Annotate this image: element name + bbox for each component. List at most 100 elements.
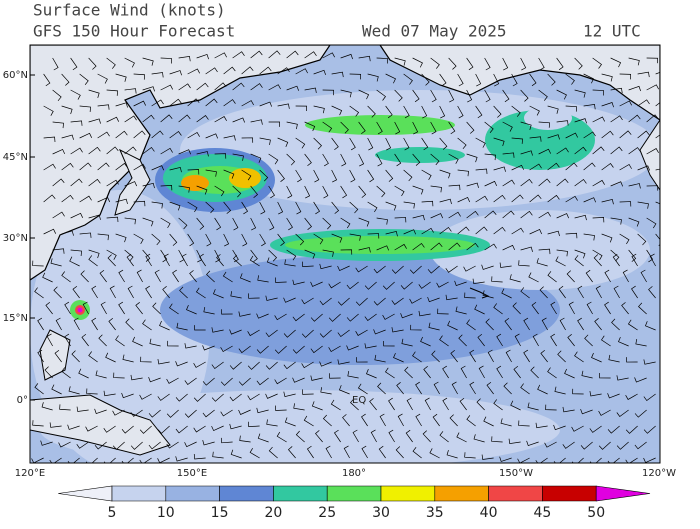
wind-barb: [601, 130, 614, 139]
wind-barb: [464, 292, 476, 299]
land-islands: [30, 329, 171, 456]
wind-barb: [319, 263, 332, 270]
wind-barb: [448, 89, 455, 103]
wind-barb: [338, 385, 350, 395]
wind-barb: [547, 134, 560, 140]
wind-barb: [94, 408, 107, 414]
wind-barb: [79, 73, 89, 85]
wind-barb: [151, 201, 163, 209]
wind-barb: [187, 98, 200, 107]
wind-barb: [268, 217, 275, 231]
wind-barb: [631, 285, 638, 299]
wind-barb: [510, 400, 521, 411]
wind-barb: [457, 105, 464, 119]
wind-barb: [49, 422, 62, 428]
wind-barb: [142, 86, 155, 92]
wind-barb: [103, 390, 116, 397]
wind-barb: [169, 131, 182, 139]
wind-barb: [454, 280, 467, 287]
wind-field: [524, 106, 572, 130]
wind-barb: [78, 368, 89, 379]
wind-barb: [574, 249, 586, 259]
wind-barb: [340, 89, 352, 98]
wind-barb: [214, 185, 225, 197]
wind-barb: [212, 289, 224, 299]
wind-barb: [133, 130, 146, 139]
wind-barb: [502, 89, 510, 103]
wind-barb: [439, 431, 449, 443]
wind-barb: [427, 265, 440, 274]
wind-barb: [547, 105, 559, 114]
wind-barb: [337, 359, 350, 365]
wind-barb: [349, 137, 356, 151]
wind-barb: [367, 201, 378, 213]
wind-barb: [311, 401, 323, 411]
wind-barb: [439, 198, 452, 205]
wind-barb: [445, 294, 458, 301]
wind-barb: [457, 73, 464, 87]
wind-barb: [67, 424, 80, 430]
wind-barb: [523, 317, 530, 331]
wind-barb: [142, 217, 154, 227]
wind-barb: [625, 425, 638, 434]
wind-barb: [43, 228, 56, 235]
wind-barb: [611, 318, 620, 331]
wind-barb: [72, 285, 80, 299]
wind-barb: [249, 255, 260, 267]
wind-barb: [248, 293, 260, 299]
colorbar-tick-label: 10: [157, 505, 175, 521]
wind-barb: [601, 73, 613, 82]
lon-label: 150°E: [177, 468, 207, 479]
wind-barb: [310, 375, 323, 381]
wind-barb: [103, 425, 116, 433]
wind-barb: [52, 121, 64, 129]
wind-barb: [646, 185, 659, 191]
wind-barb: [196, 217, 205, 230]
wind-barb: [268, 153, 279, 165]
wind-barb: [175, 361, 188, 367]
wind-barb: [598, 409, 611, 416]
wind-barb: [340, 121, 349, 134]
wind-barb: [76, 406, 89, 412]
wind-barb: [367, 73, 379, 82]
wind-barb: [391, 265, 404, 274]
wind-barb: [241, 169, 252, 181]
wind-barb: [574, 89, 586, 98]
wind-barb: [493, 303, 503, 315]
wind-barb: [376, 217, 388, 225]
wind-barb: [347, 371, 359, 379]
wind-barb: [612, 253, 620, 267]
wind-barb: [340, 185, 348, 199]
wind-barb: [43, 136, 56, 143]
wind-barb: [115, 233, 127, 243]
wind-barb: [115, 73, 127, 82]
wind-barb: [601, 102, 614, 108]
wind-barb: [250, 119, 263, 125]
wind-barb: [450, 350, 458, 363]
wind-barb: [259, 233, 266, 247]
wind-barb: [442, 365, 449, 379]
wind-barb: [61, 194, 74, 203]
wind-barb: [247, 329, 260, 337]
wind-barb: [350, 398, 359, 411]
wind-barb: [142, 249, 151, 262]
wind-barb: [286, 153, 296, 166]
wind-barb: [383, 340, 395, 347]
wind-barb: [211, 327, 224, 333]
wind-barb: [500, 418, 512, 427]
wind-barb: [476, 398, 485, 411]
wind-barb: [655, 233, 660, 246]
wind-barb: [466, 153, 478, 163]
wind-barb: [232, 185, 242, 198]
lon-label: 120°E: [15, 468, 45, 479]
wind-barb: [88, 118, 101, 124]
wind-barb: [592, 217, 605, 223]
wind-barb: [564, 368, 575, 379]
lon-label: 120°W: [642, 468, 676, 479]
wind-barb: [98, 334, 107, 347]
wind-barb: [562, 441, 575, 449]
wind-barb: [370, 429, 377, 443]
wind-barb: [229, 393, 242, 402]
wind-barb: [610, 57, 622, 68]
wind-barb: [52, 248, 65, 254]
